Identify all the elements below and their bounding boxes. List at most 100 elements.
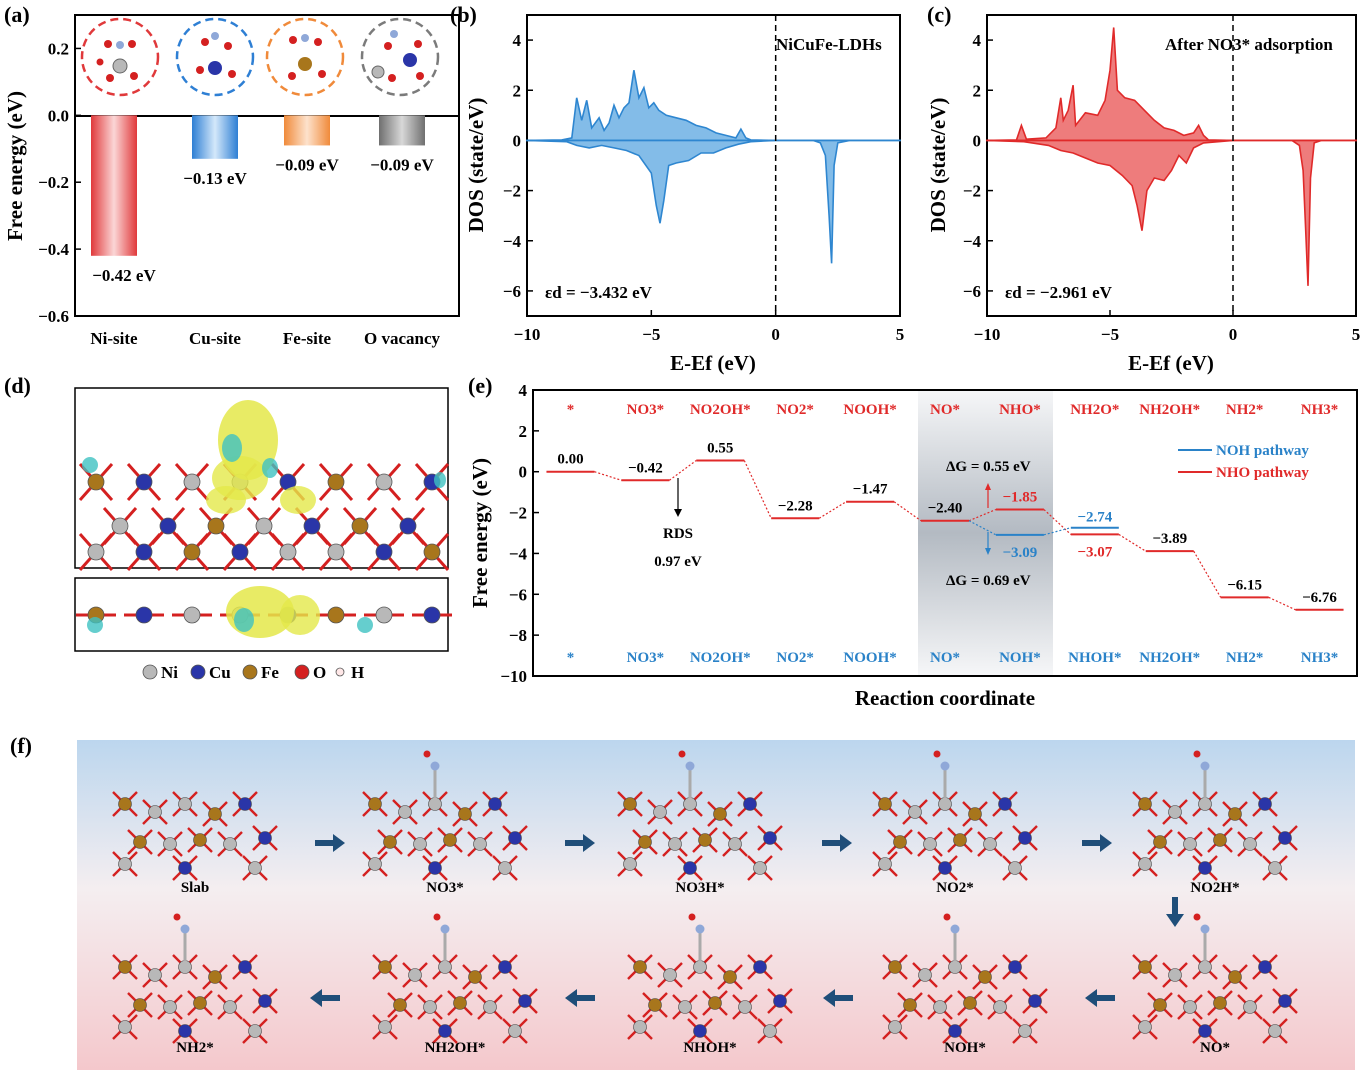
f-metal-atom: [258, 831, 272, 845]
d-legend-marker: [142, 664, 158, 680]
f-arrow-left: [823, 989, 853, 1007]
e-bottom-label: NH3*: [1301, 650, 1339, 666]
panel-f-structures: [112, 750, 1298, 1044]
f-adsorbate-o: [1193, 913, 1201, 921]
f-metal-atom: [963, 996, 977, 1010]
ni-site-inset: [80, 17, 160, 97]
f-metal-atom: [148, 968, 162, 982]
f-metal-atom: [1198, 797, 1212, 811]
f-metal-atom: [888, 960, 902, 974]
o-vacancy-inset: [360, 17, 440, 97]
e-value-label: −2.40: [928, 501, 963, 517]
e-ytick-label: 0: [519, 463, 528, 482]
f-metal-atom: [1138, 1020, 1152, 1034]
a-ytick-label: −0.6: [38, 307, 69, 326]
e-top-label: NH2O*: [1070, 402, 1119, 418]
panel-b-ylabel: DOS (state/eV): [464, 98, 488, 233]
f-arrow-left: [1085, 989, 1115, 1007]
charge-density-clouds: [82, 400, 446, 638]
dos-xtick-label: −10: [974, 325, 1001, 344]
e-bottom-label: NO*: [930, 650, 960, 666]
f-metal-atom: [948, 960, 962, 974]
e-value-label: 0.00: [557, 452, 583, 468]
f-adsorbate-n: [695, 924, 705, 934]
e-connector: [743, 460, 772, 519]
site-structure-insets: [80, 17, 440, 97]
f-label-row1: NO3H*: [675, 880, 724, 896]
e-ytick-label: 2: [519, 422, 528, 441]
f-metal-atom: [223, 1000, 237, 1014]
d-metal-atom: [279, 543, 297, 561]
f-metal-atom: [498, 960, 512, 974]
f-arrow-right: [315, 834, 345, 852]
d-metal-atom: [183, 543, 201, 561]
panel-e-free-energy-diagram: Free energy (eV) Reaction coordinate 4 2 0…: [468, 381, 1358, 710]
e-value-label: −6.15: [1227, 577, 1262, 593]
f-metal-atom: [668, 837, 682, 851]
d-metal-atom: [423, 543, 441, 561]
e-value-label: −0.42: [628, 460, 663, 476]
e-bottom-label: NHOH*: [1068, 650, 1121, 666]
f-metal-atom: [648, 998, 662, 1012]
f-metal-atom: [518, 994, 532, 1008]
e-bottom-label: NO2OH*: [690, 650, 751, 666]
d-legend-label: Cu: [209, 663, 231, 682]
f-metal-atom: [408, 968, 422, 982]
e-top-label: NO3*: [627, 402, 665, 418]
panel-a-ylabel: Free energy (eV): [3, 91, 27, 241]
panel-b-eps: εd = −3.432 eV: [545, 283, 653, 302]
e-connector: [1193, 550, 1222, 598]
f-metal-atom: [693, 960, 707, 974]
f-arrow-left: [310, 989, 340, 1007]
f-metal-atom: [118, 1020, 132, 1034]
f-metal-atom: [163, 837, 177, 851]
panel-a-xlabels: Ni-site Cu-site Fe-site O vacancy: [90, 329, 440, 348]
f-adsorbate-n: [940, 761, 950, 771]
dos-ytick-label: 0: [973, 131, 982, 150]
nho-arrow-head: [985, 483, 991, 490]
d-metal-atom: [375, 543, 393, 561]
f-metal-atom: [1028, 994, 1042, 1008]
f-metal-atom: [723, 970, 737, 984]
panel-f-reaction-pathway: Slab NO3* NO3H* NO2* NO2H* NH2* NH2OH* NHOH* NOH…: [77, 740, 1355, 1070]
dos-xtick-label: 0: [771, 325, 780, 344]
panel-c-frame: [986, 14, 1357, 317]
f-metal-atom: [483, 1000, 497, 1014]
e-bottom-label: NOOH*: [843, 650, 896, 666]
f-metal-atom: [1268, 1024, 1282, 1038]
e-top-label: NH2*: [1226, 402, 1264, 418]
f-arrow-right: [1082, 834, 1112, 852]
f-metal-atom: [753, 960, 767, 974]
f-metal-atom: [118, 857, 132, 871]
panel-b-xlabel: E-Ef (eV): [670, 351, 756, 375]
d-legend-label: Ni: [161, 663, 178, 682]
f-metal-atom: [1138, 960, 1152, 974]
e-ytick-label: −4: [509, 544, 528, 563]
e-connector: [818, 501, 847, 519]
a-bar-cu-site: [192, 115, 238, 159]
f-metal-atom: [368, 797, 382, 811]
d-side-atom: [183, 606, 201, 624]
f-metal-atom: [903, 998, 917, 1012]
e-value-label: −6.76: [1302, 590, 1337, 606]
e-connector: [1268, 596, 1296, 611]
panel-a-frame: [74, 14, 460, 317]
a-ytick-label: 0.2: [48, 39, 69, 58]
panel-c-xlabel: E-Ef (eV): [1128, 351, 1214, 375]
f-metal-atom: [1168, 805, 1182, 819]
f-metal-atom: [933, 1000, 947, 1014]
f-metal-atom: [1268, 861, 1282, 875]
f-adsorbate-o: [688, 913, 696, 921]
f-metal-atom: [488, 797, 502, 811]
f-metal-atom: [443, 833, 457, 847]
panel-f-labels: Slab NO3* NO3H* NO2* NO2H* NH2* NH2OH* NHOH* NOH…: [176, 880, 1239, 1056]
f-metal-atom: [998, 797, 1012, 811]
f-metal-atom: [1243, 837, 1257, 851]
f-metal-atom: [1228, 970, 1242, 984]
e-connector: [1043, 527, 1071, 536]
f-label-row1: NO2*: [936, 880, 974, 896]
d-legend-marker: [335, 667, 345, 677]
f-metal-atom: [953, 833, 967, 847]
e-connector: [968, 520, 997, 536]
